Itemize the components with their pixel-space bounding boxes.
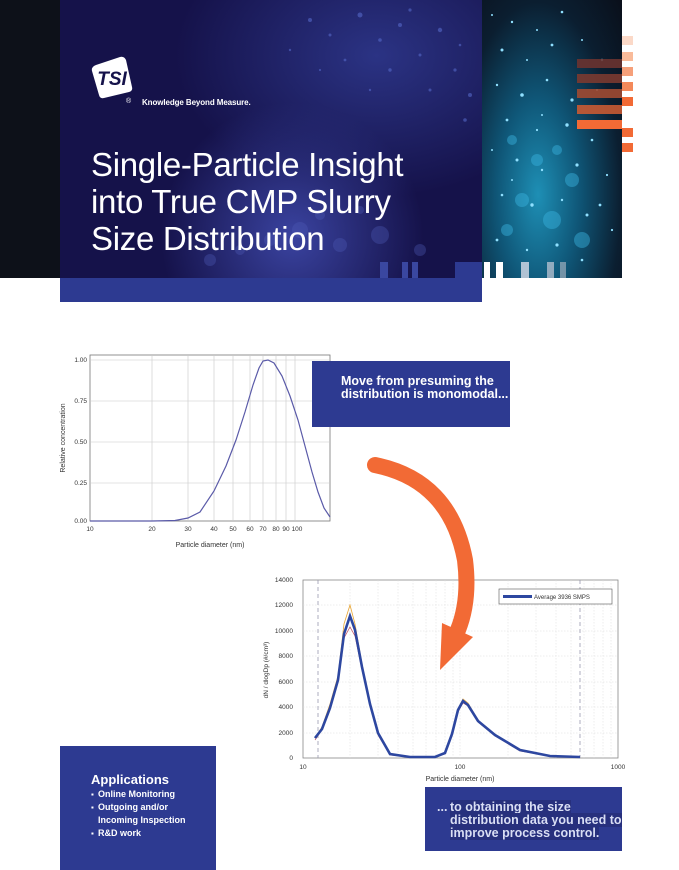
svg-text:0.75: 0.75 — [74, 398, 87, 405]
title-line-3: Size Distribution — [91, 220, 325, 257]
y-axis-label: Relative concentration — [60, 403, 67, 472]
legend-label: Average 3936 SMPS — [534, 595, 590, 601]
svg-text:0.50: 0.50 — [74, 439, 87, 446]
svg-text:100: 100 — [292, 526, 303, 533]
svg-text:20: 20 — [148, 526, 156, 533]
svg-text:4000: 4000 — [279, 704, 294, 711]
size-limit-lines — [317, 580, 581, 758]
particle-cloud-decoration — [204, 8, 472, 266]
x-axis-label: Particle diameter (nm) — [176, 542, 245, 549]
callout-bottom-text: to obtaining the size distribution data … — [450, 800, 622, 840]
header-panel — [60, 0, 482, 278]
svg-text:8000: 8000 — [279, 653, 294, 660]
svg-text:14000: 14000 — [275, 577, 293, 584]
svg-text:90: 90 — [282, 526, 290, 533]
svg-text:60: 60 — [246, 526, 254, 533]
svg-text:10: 10 — [299, 764, 307, 771]
grid-lines — [90, 355, 330, 521]
svg-text:12000: 12000 — [275, 602, 293, 609]
brand-tagline: Knowledge Beyond Measure. — [142, 98, 251, 107]
monomodal-distribution-chart: 1.00 0.75 0.50 0.25 0.00 10 20 30 40 50 … — [60, 354, 331, 549]
svg-text:TSI: TSI — [97, 69, 127, 90]
curved-arrow-icon — [367, 457, 475, 670]
svg-text:100: 100 — [455, 764, 466, 771]
svg-text:1000: 1000 — [611, 764, 626, 771]
header-bar-pattern — [380, 262, 482, 278]
svg-text:0.00: 0.00 — [74, 518, 87, 525]
x-tick-labels: 10 20 30 40 50 60 70 80 90 100 — [86, 526, 302, 533]
svg-text:50: 50 — [229, 526, 237, 533]
legend-box — [498, 588, 613, 605]
x-tick-labels: 10 100 1000 — [299, 764, 625, 771]
svg-text:0.25: 0.25 — [74, 480, 87, 487]
svg-text:0: 0 — [289, 755, 293, 762]
y-tick-labels: 1.00 0.75 0.50 0.25 0.00 — [74, 357, 87, 525]
svg-text:80: 80 — [272, 526, 280, 533]
svg-text:10000: 10000 — [275, 628, 293, 635]
title-line-1: Single-Particle Insight — [91, 146, 404, 183]
svg-text:70: 70 — [259, 526, 267, 533]
ellipsis: ... — [437, 800, 448, 814]
callout-monomodal: Move from presuming the distribution is … — [312, 361, 510, 427]
applications-list: Online Monitoring Outgoing and/or Incomi… — [91, 788, 216, 840]
orange-stripe-squares — [622, 36, 634, 156]
registered-mark: ® — [126, 98, 132, 105]
callout-size-distribution: ... to obtaining the size distribution d… — [425, 787, 622, 851]
average-smps-curve — [313, 612, 581, 759]
svg-text:10: 10 — [86, 526, 94, 533]
grid-lines — [303, 580, 618, 758]
application-item: R&D work — [91, 827, 216, 840]
header-band — [60, 278, 482, 302]
page-title: Single-Particle Insight into True CMP Sl… — [91, 146, 471, 257]
header-dark-panel — [0, 0, 60, 278]
particle-photo — [482, 0, 622, 278]
application-item: Outgoing and/or Incoming Inspection — [91, 801, 206, 827]
y-axis-label: dN / dlogDp (#/cm³) — [263, 642, 270, 699]
distribution-curve — [90, 359, 331, 522]
y-tick-labels: 14000 12000 10000 8000 6000 4000 2000 0 — [275, 577, 293, 762]
title-line-2: into True CMP Slurry — [91, 183, 391, 220]
applications-title: Applications — [91, 772, 170, 787]
svg-text:6000: 6000 — [279, 679, 294, 686]
svg-text:30: 30 — [184, 526, 192, 533]
svg-text:2000: 2000 — [279, 730, 294, 737]
applications-box: Applications Online Monitoring Outgoing … — [60, 746, 216, 870]
x-axis-label: Particle diameter (nm) — [426, 776, 495, 783]
svg-text:1.00: 1.00 — [74, 357, 87, 364]
tsi-logo-icon: TSI — [91, 56, 133, 99]
cyan-particles-decoration — [484, 10, 622, 278]
svg-text:40: 40 — [210, 526, 218, 533]
application-item: Online Monitoring — [91, 788, 216, 801]
